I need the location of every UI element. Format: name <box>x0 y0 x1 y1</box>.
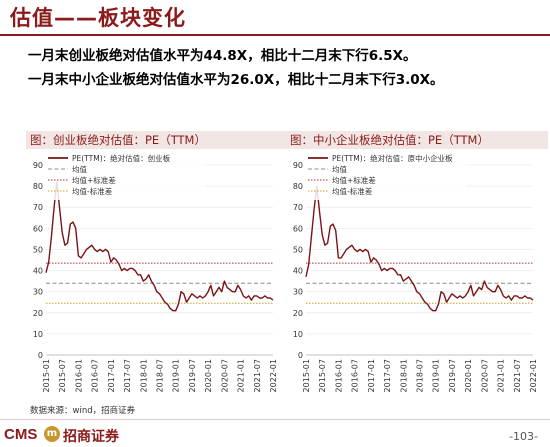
x-tick-label: 2021-01 <box>237 359 246 392</box>
x-tick-label: 2019-07 <box>188 359 197 392</box>
legend-background <box>46 152 206 200</box>
x-tick-label: 2019-01 <box>432 359 441 392</box>
y-tick-label: 10 <box>33 330 43 339</box>
logo-text: CMS <box>4 426 38 443</box>
legend-series-label: PE(TTM)：绝对估值：原中小企业板 <box>332 153 453 163</box>
x-tick-label: 2021-01 <box>497 359 506 392</box>
footer-rule <box>0 419 550 420</box>
y-tick-label: 0 <box>38 351 43 360</box>
y-tick-label: 50 <box>293 245 303 254</box>
x-tick-label: 2018-07 <box>156 359 165 392</box>
bullet-sme: 一月末中小企业板绝对估值水平为26.0X，相比十二月末下行3.0X。 <box>28 72 444 88</box>
y-tick-label: 80 <box>293 182 303 191</box>
x-tick-label: 2015-01 <box>302 359 311 392</box>
x-tick-label: 2017-01 <box>367 359 376 392</box>
bullet-chinext: 一月末创业板绝对估值水平为44.8X，相比十二月末下行6.5X。 <box>28 48 417 64</box>
x-tick-label: 2017-01 <box>107 359 116 392</box>
x-tick-label: 2022-01 <box>269 359 278 392</box>
x-tick-label: 2021-07 <box>513 359 522 392</box>
x-tick-label: 2017-07 <box>123 359 132 392</box>
y-tick-label: 20 <box>33 309 43 318</box>
chart-title: 图：创业板绝对估值：PE（TTM） <box>26 131 288 149</box>
x-tick-label: 2018-07 <box>416 359 425 392</box>
x-tick-label: 2015-07 <box>318 359 327 392</box>
legend-minus-std-label: 均值-标准差 <box>332 186 373 196</box>
y-tick-label: 60 <box>293 224 303 233</box>
y-tick-label: 0 <box>298 351 303 360</box>
series-line <box>305 185 534 312</box>
x-tick-label: 2019-01 <box>172 359 181 392</box>
x-tick-label: 2015-07 <box>58 359 67 392</box>
legend-mean-label: 均值 <box>72 164 87 174</box>
y-tick-label: 30 <box>33 288 43 297</box>
y-tick-label: 90 <box>293 161 303 170</box>
x-tick-label: 2019-07 <box>448 359 457 392</box>
legend-mean-label: 均值 <box>332 164 347 174</box>
title-rule <box>0 34 550 36</box>
x-tick-label: 2017-07 <box>383 359 392 392</box>
x-tick-label: 2022-01 <box>529 359 538 392</box>
chart-title: 图：中小企业板绝对估值：PE（TTM） <box>286 131 548 149</box>
x-tick-label: 2018-01 <box>139 359 148 392</box>
y-tick-label: 20 <box>293 309 303 318</box>
logo-company-name: 招商证券 <box>63 429 119 445</box>
y-tick-label: 10 <box>293 330 303 339</box>
y-tick-label: 30 <box>293 288 303 297</box>
chart-panel-sme: 图：中小企业板绝对估值：PE（TTM） 0 10 20 30 40 50 60 70 80 90 2… <box>286 131 548 405</box>
x-tick-label: 2020-01 <box>204 359 213 392</box>
y-tick-label: 40 <box>33 267 43 276</box>
x-tick-label: 2016-01 <box>334 359 343 392</box>
legend-plus-std-label: 均值+标准差 <box>72 175 116 185</box>
x-tick-label: 2015-01 <box>42 359 51 392</box>
series-line <box>45 181 274 312</box>
x-tick-label: 2016-01 <box>74 359 83 392</box>
x-tick-label: 2021-07 <box>253 359 262 392</box>
chart-chinext: 0 10 20 30 40 50 60 70 80 90 2015-01 2015-07 2016-01… <box>33 152 278 392</box>
y-tick-label: 70 <box>33 203 43 212</box>
page-number: -103- <box>509 430 538 443</box>
y-tick-label: 80 <box>33 182 43 191</box>
legend-background <box>306 152 466 200</box>
chart-panel-chinext: 图：创业板绝对估值：PE（TTM） 0 10 20 30 40 50 60 70 80 90 201… <box>26 131 288 405</box>
x-tick-label: 2020-07 <box>480 359 489 392</box>
legend-plus-std-label: 均值+标准差 <box>332 175 376 185</box>
y-tick-label: 70 <box>293 203 303 212</box>
legend-minus-std-label: 均值-标准差 <box>72 186 113 196</box>
x-tick-label: 2016-07 <box>351 359 360 392</box>
legend-series-label: PE(TTM)：绝对估值：创业板 <box>72 153 171 163</box>
x-tick-label: 2020-07 <box>220 359 229 392</box>
y-tick-label: 50 <box>33 245 43 254</box>
logo-icon: m <box>44 426 60 442</box>
slide-title: 估值——板块变化 <box>10 6 186 30</box>
y-tick-label: 90 <box>33 161 43 170</box>
y-tick-label: 60 <box>33 224 43 233</box>
y-tick-label: 40 <box>293 267 303 276</box>
chart-sme: 0 10 20 30 40 50 60 70 80 90 2015-01 2015-07 2016-01… <box>293 152 538 392</box>
x-tick-label: 2018-01 <box>399 359 408 392</box>
x-tick-label: 2020-01 <box>464 359 473 392</box>
data-source: 数据来源：wind，招商证券 <box>30 406 136 416</box>
x-tick-label: 2016-07 <box>91 359 100 392</box>
